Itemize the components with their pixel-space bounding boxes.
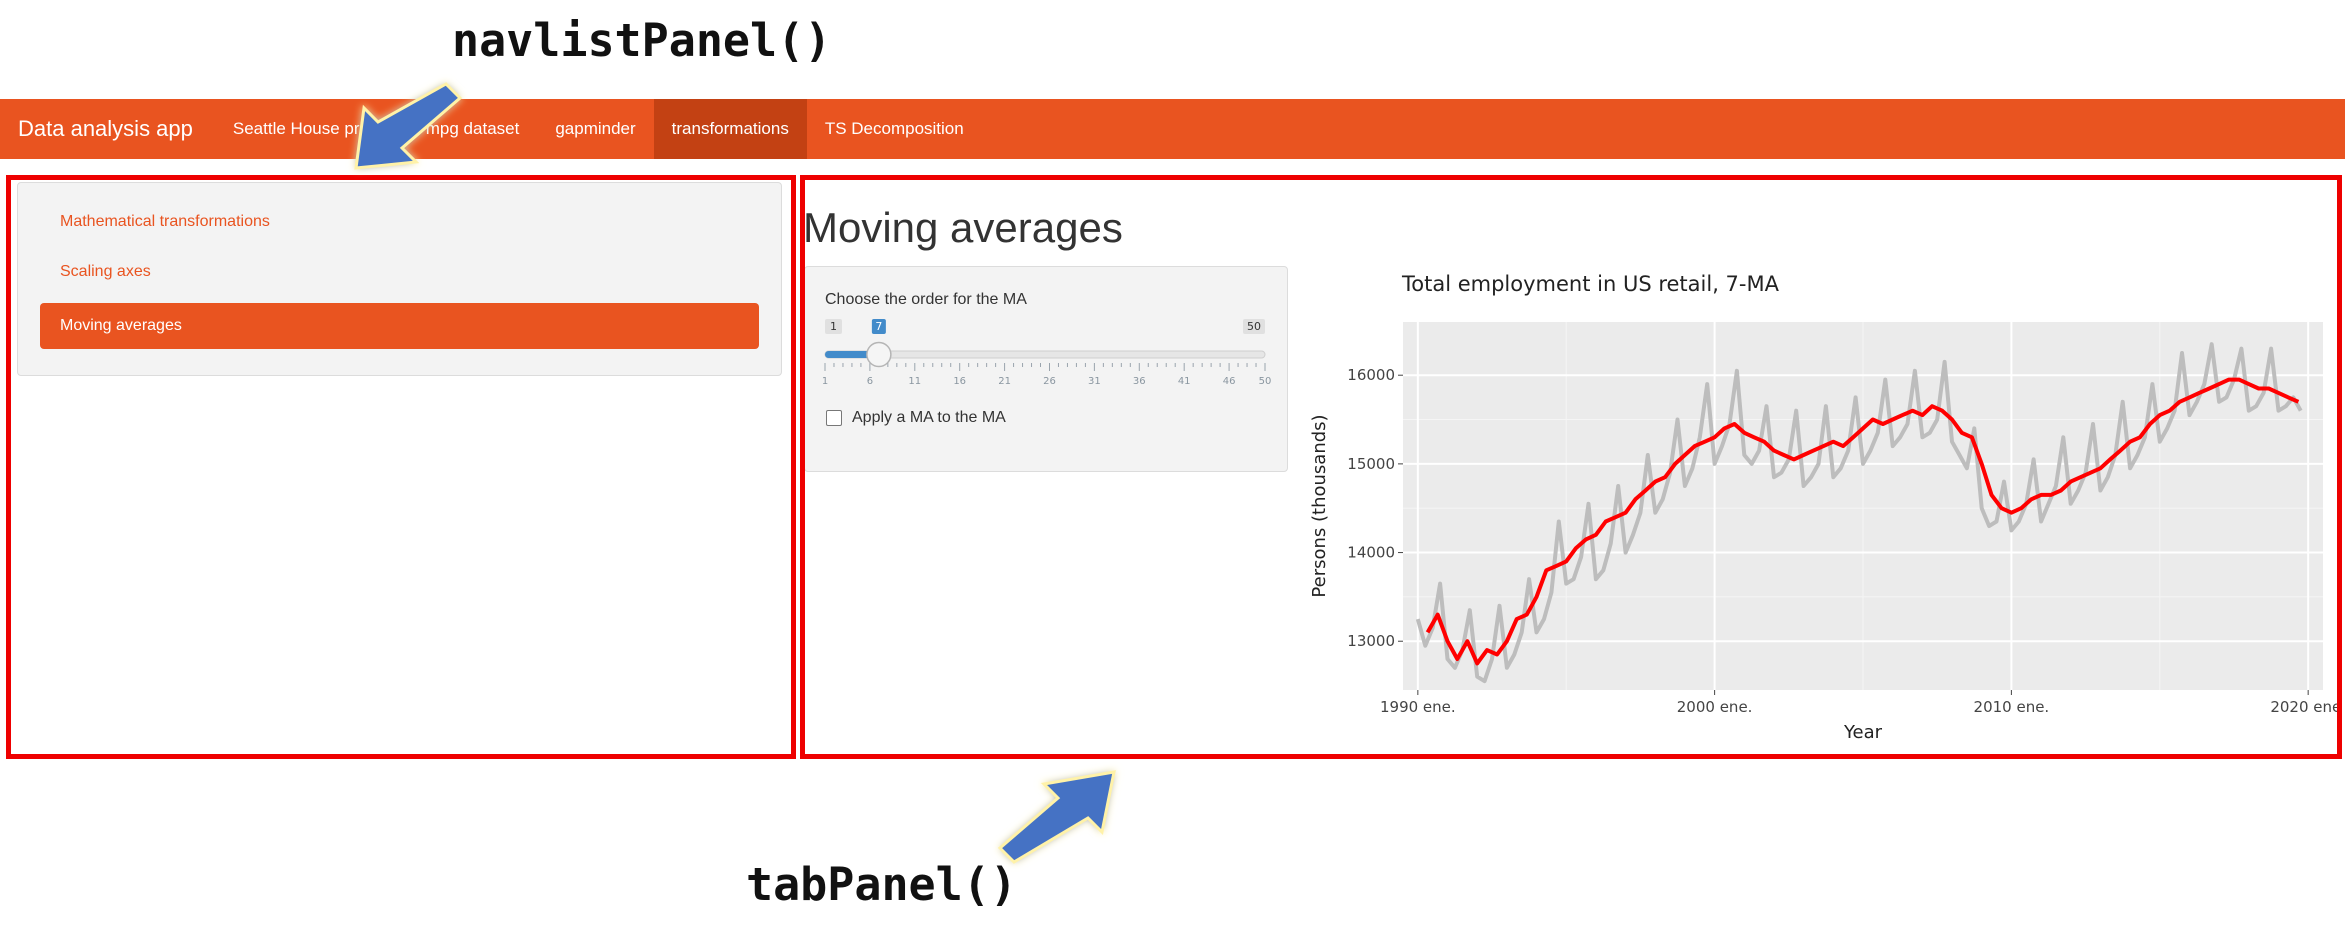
x-tick-label: 2010 ene. bbox=[1974, 698, 2050, 716]
navlist-item-mathematical-transformations[interactable]: Mathematical transformations bbox=[60, 213, 270, 230]
arrow-icon-navlist bbox=[354, 82, 463, 170]
nav-tab-transformations[interactable]: transformations bbox=[653, 99, 807, 159]
slider-tick-label: 46 bbox=[1223, 376, 1236, 387]
slider-tick-label: 41 bbox=[1178, 376, 1191, 387]
employment-plot: 13000 14000 15000 16000 1990 ene. 2000 ene. 20… bbox=[1309, 322, 2340, 743]
navlist-panel: Mathematical transformations Scaling axe… bbox=[17, 182, 782, 376]
navlist-item-scaling-axes[interactable]: Scaling axes bbox=[60, 263, 151, 280]
sidebar-controls: Choose the order for the MA 1 50 7 1 6 11 1… bbox=[804, 266, 1288, 472]
slider-tick-label: 31 bbox=[1088, 376, 1101, 387]
slider-max-badge bbox=[1243, 319, 1265, 334]
ma-order-slider[interactable]: 1 50 7 1 6 11 16 21 26 31 36 41 46 50 bbox=[805, 267, 1289, 397]
y-tick-label: 15000 bbox=[1347, 455, 1395, 473]
slider-handle[interactable] bbox=[866, 341, 892, 368]
app-brand[interactable]: Data analysis app bbox=[18, 116, 193, 141]
slider-tick-label: 11 bbox=[908, 376, 921, 387]
y-tick-label: 16000 bbox=[1347, 366, 1395, 384]
x-tick-label: 2020 ene. bbox=[2270, 698, 2340, 716]
slider-max-label: 50 bbox=[1247, 320, 1261, 333]
slider-tick-label: 50 bbox=[1259, 376, 1272, 387]
slider-tick-label: 36 bbox=[1133, 376, 1146, 387]
slider-tick-label: 16 bbox=[953, 376, 966, 387]
y-tick-label: 14000 bbox=[1347, 544, 1395, 562]
slider-value-label: 7 bbox=[875, 320, 882, 333]
nav-tab-gapminder[interactable]: gapminder bbox=[555, 119, 636, 138]
nav-tab-seattle-house-prices[interactable]: Seattle House prices bbox=[232, 119, 390, 138]
slider-label: Choose the order for the MA bbox=[825, 291, 1027, 308]
slider-min-label: 1 bbox=[830, 320, 837, 333]
navlist-highlight-box bbox=[6, 175, 796, 759]
ma-series-line bbox=[1425, 377, 2300, 666]
y-tick-label: 13000 bbox=[1347, 632, 1395, 650]
ma-of-ma-checkbox[interactable] bbox=[826, 410, 842, 426]
slider-tick-label: 6 bbox=[867, 376, 873, 387]
navlist-item-moving-averages[interactable]: Moving averages bbox=[40, 303, 759, 349]
slider-ticks: 1 6 11 16 21 26 31 36 41 46 50 bbox=[822, 363, 1272, 387]
tabpanel-highlight-box bbox=[800, 175, 2342, 759]
y-axis-label: Persons (thousands) bbox=[1309, 414, 1330, 597]
slider-min-badge bbox=[825, 319, 842, 334]
x-tick-label: 2000 ene. bbox=[1677, 698, 1753, 716]
checkbox-row[interactable]: Apply a MA to the MA bbox=[826, 409, 1006, 427]
x-axis-label: Year bbox=[1843, 722, 1883, 743]
nav-tab-ts-decomposition[interactable]: TS Decomposition bbox=[824, 119, 964, 138]
x-tick-label: 1990 ene. bbox=[1380, 698, 1456, 716]
tab-panel-annotation: tabPanel() bbox=[746, 858, 1017, 911]
slider-tick-label: 26 bbox=[1043, 376, 1056, 387]
slider-tick-label: 1 bbox=[822, 376, 828, 387]
slider-value-badge bbox=[871, 319, 886, 334]
slider-tick-label: 21 bbox=[998, 376, 1011, 387]
arrow-icon-tabpanel bbox=[997, 770, 1116, 864]
slider-fill bbox=[825, 351, 879, 358]
navlist-panel-annotation: navlistPanel() bbox=[452, 14, 832, 67]
checkbox-label: Apply a MA to the MA bbox=[852, 409, 1006, 426]
nav-tab-mpg-dataset[interactable]: mpg dataset bbox=[425, 119, 520, 138]
tab-title: Moving averages bbox=[803, 204, 1123, 251]
chart-title: Total employment in US retail, 7-MA bbox=[1402, 272, 1779, 296]
